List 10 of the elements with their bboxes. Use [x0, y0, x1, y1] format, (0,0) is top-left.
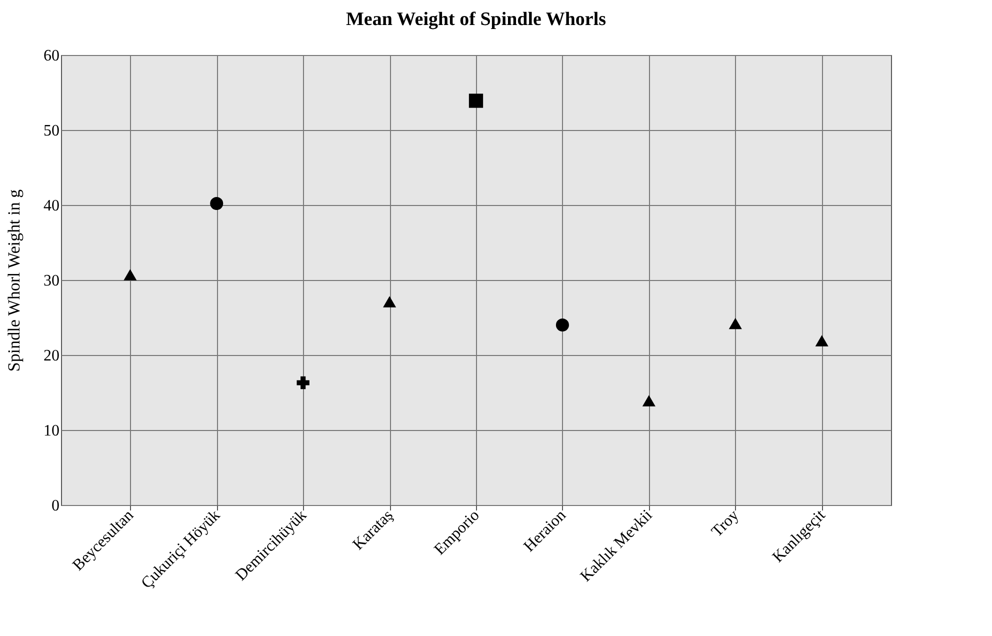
- y-tick-label: 20: [44, 348, 60, 364]
- y-tick-label: 10: [44, 422, 60, 440]
- y-axis-title: Spindle Whorl Weight in g: [4, 188, 24, 372]
- x-tick-label: Troy: [708, 506, 742, 540]
- y-tick-label: 0: [52, 498, 60, 514]
- y-tick-label: 60: [44, 48, 60, 64]
- y-tick-label: 30: [44, 272, 60, 290]
- chart-title: Mean Weight of Spindle Whorls: [346, 9, 606, 30]
- y-tick-label: 40: [44, 198, 60, 214]
- y-tick-label: 50: [44, 122, 60, 140]
